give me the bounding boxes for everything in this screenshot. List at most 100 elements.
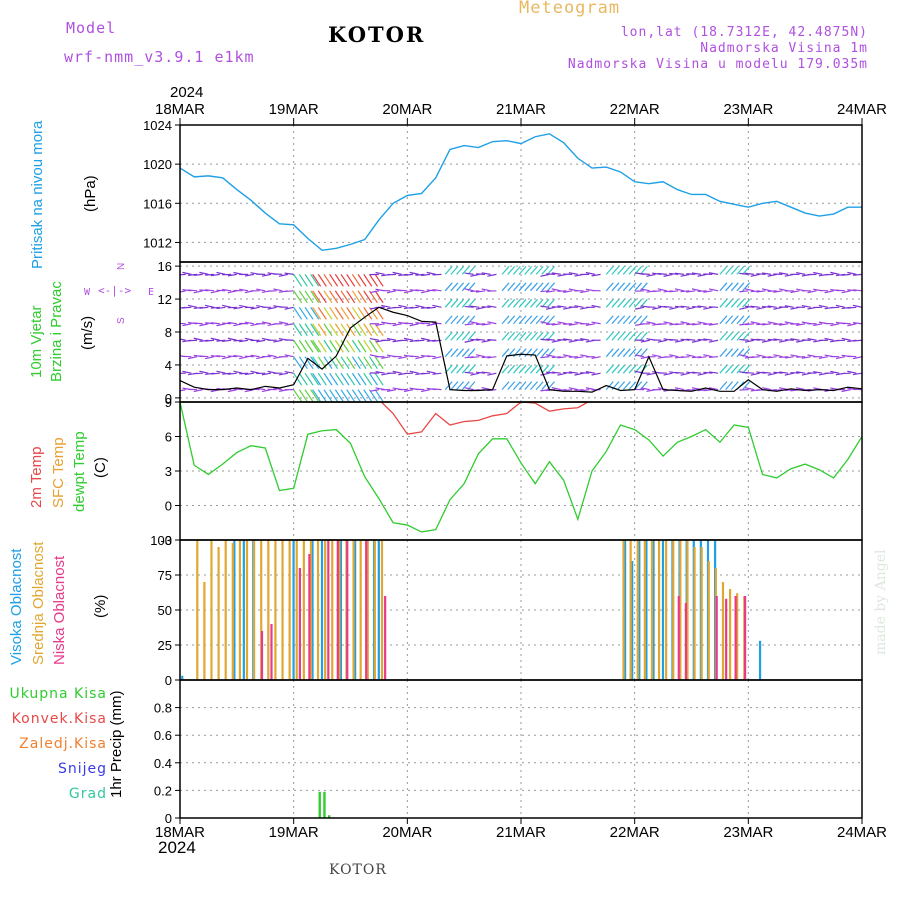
wind-arrow xyxy=(518,348,527,358)
wind-arrow xyxy=(346,274,356,287)
wind-arrow xyxy=(568,323,578,326)
wind-arrow xyxy=(611,348,620,358)
wind-arrow xyxy=(461,364,470,374)
wind-arrow xyxy=(374,389,384,402)
wind-arrow xyxy=(674,371,684,374)
mid-cloud-bar xyxy=(380,540,384,680)
wind-arrow xyxy=(541,282,550,292)
wind-arrow xyxy=(323,290,333,304)
wind-arrow xyxy=(310,356,320,370)
wind-arrow xyxy=(409,289,419,292)
wind-arrow xyxy=(346,372,356,386)
wind-arrow xyxy=(273,288,283,292)
wind-arrow xyxy=(605,298,614,308)
xtick-label-bottom: 18MAR xyxy=(155,824,205,841)
wind-arrow xyxy=(762,371,772,374)
wind-arrow xyxy=(585,371,595,374)
wind-arrow xyxy=(250,354,260,358)
wind-arrow xyxy=(686,290,696,293)
wind-arrow xyxy=(691,356,702,359)
wind-arrow xyxy=(708,387,719,391)
wind-arrow xyxy=(205,339,215,342)
wind-arrow xyxy=(398,304,408,308)
wind-arrow xyxy=(708,339,719,343)
wind-arrow xyxy=(512,315,521,325)
wind-arrow xyxy=(386,290,397,294)
wind-arrow xyxy=(773,354,783,358)
wind-arrow xyxy=(323,274,333,287)
low-cloud-bar xyxy=(270,624,273,680)
wind-arrow xyxy=(750,321,760,325)
wind-arrow xyxy=(239,356,249,360)
wind-arrow xyxy=(546,323,556,326)
wind-arrow xyxy=(657,288,668,292)
wind-arrow xyxy=(375,271,385,275)
mid-cloud-bar xyxy=(267,540,270,680)
mid-cloud-bar xyxy=(203,582,206,680)
wind-arrow xyxy=(461,348,470,358)
wind-arrow xyxy=(545,306,556,310)
wind-arrow xyxy=(334,356,344,370)
wind-arrow xyxy=(518,331,527,341)
wind-arrow xyxy=(605,282,614,292)
precip-bar xyxy=(327,815,331,818)
wind-arrow xyxy=(686,323,696,326)
wind-arrow xyxy=(182,306,192,309)
wind-arrow xyxy=(725,381,734,391)
mid-cloud-bar xyxy=(295,540,298,680)
wind-arrow xyxy=(691,305,702,308)
wind-arrow xyxy=(450,364,459,374)
elevation-label: Nadmorska Visina 1m xyxy=(700,41,868,56)
wind-arrow xyxy=(403,290,414,294)
wind-arrow xyxy=(298,372,308,386)
wind-arrow xyxy=(357,356,367,370)
wind-arrow xyxy=(256,288,266,292)
wind-arrow xyxy=(640,339,650,343)
wind-arrow xyxy=(686,389,696,392)
wind-arrow xyxy=(545,354,556,358)
wind-arrow xyxy=(317,290,327,304)
wind-arrow xyxy=(304,372,314,386)
wind-arrow xyxy=(293,323,303,337)
wind-arrow xyxy=(756,354,766,358)
low-cloud-bar xyxy=(734,596,737,680)
wind-arrow xyxy=(719,381,728,391)
wind-arrow xyxy=(617,381,626,391)
wind-arrow xyxy=(628,282,637,292)
wind-arrow xyxy=(680,356,690,359)
wind-arrow xyxy=(334,339,344,353)
wind-arrow xyxy=(267,354,277,358)
wind-arrow xyxy=(605,331,614,341)
wind-arrow xyxy=(779,323,789,326)
wind-arrow xyxy=(790,371,800,374)
wind-arrow xyxy=(628,331,637,341)
wind-arrow xyxy=(852,273,862,276)
wind-arrow xyxy=(617,265,626,275)
wind-arrow xyxy=(205,289,215,292)
wind-arrow xyxy=(518,298,527,308)
wind-arrow xyxy=(415,339,425,342)
wind-arrow xyxy=(222,288,232,292)
wind-arrow xyxy=(284,323,294,326)
wind-arrow xyxy=(256,339,266,343)
wind-arrow xyxy=(574,356,584,359)
wind-arrow xyxy=(557,321,567,325)
wind-arrow xyxy=(541,265,550,275)
wind-arrow xyxy=(456,282,465,292)
wind-arrow xyxy=(703,371,713,374)
ytick-label-temperature: 9 xyxy=(165,395,172,410)
wind-arrow xyxy=(669,338,679,341)
high-cloud-bar xyxy=(377,540,380,680)
wind-arrow xyxy=(841,337,851,341)
wind-arrow xyxy=(801,356,811,359)
wind-arrow xyxy=(686,306,696,310)
wind-arrow xyxy=(591,356,601,359)
wind-arrow xyxy=(467,331,476,341)
wind-arrow xyxy=(541,348,550,358)
wind-arrow xyxy=(739,338,749,341)
wind-arrow xyxy=(481,323,491,326)
wind-arrow xyxy=(475,354,486,358)
ytick-label-clouds: 100 xyxy=(150,533,172,548)
wind-arrow xyxy=(357,339,367,353)
wind-arrow xyxy=(635,306,645,310)
